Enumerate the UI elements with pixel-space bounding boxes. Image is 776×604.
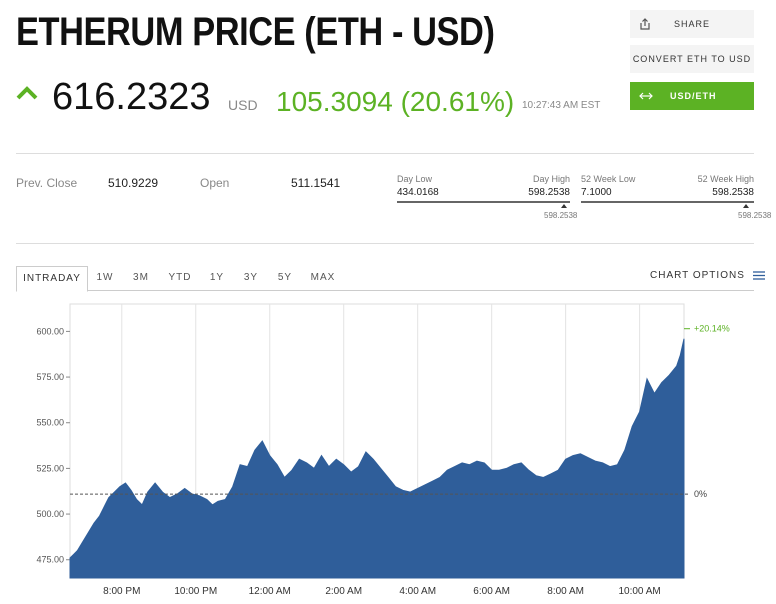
open-value: 511.1541	[291, 176, 341, 190]
usd-eth-label: USD/ETH	[670, 91, 717, 101]
zero-percent-label: 0%	[694, 489, 707, 499]
intraday-price-chart[interactable]: 8:00 PM 10:00 PM 12:00 AM 2:00 AM 4:00 AM 6:0…	[0, 296, 776, 604]
y-tick-label: 575.00	[36, 372, 64, 382]
share-icon	[640, 18, 650, 30]
day-range-marker-value: 598.2538	[544, 211, 578, 220]
x-tick-label: 8:00 AM	[547, 586, 584, 597]
x-tick-label: 10:00 AM	[618, 586, 660, 597]
prev-close-value: 510.9229	[108, 176, 159, 190]
tab-1y[interactable]: 1Y	[209, 272, 225, 283]
timeframe-tabs: INTRADAY 1W 3M YTD 1Y 3Y 5Y MAX	[16, 266, 356, 292]
week-range-bar	[581, 201, 754, 203]
share-label: SHARE	[674, 19, 711, 29]
chart-options-button[interactable]: CHART OPTIONS	[650, 270, 765, 281]
y-tick-label: 500.00	[36, 509, 64, 519]
tab-3m[interactable]: 3M	[133, 272, 149, 283]
tab-max[interactable]: MAX	[310, 272, 336, 283]
tab-ytd[interactable]: YTD	[168, 272, 192, 283]
y-tick-label: 475.00	[36, 555, 64, 565]
y-tick-label: 550.00	[36, 418, 64, 428]
tab-3y[interactable]: 3Y	[243, 272, 259, 283]
day-low-value: 434.0168	[397, 187, 439, 198]
x-tick-label: 2:00 AM	[325, 586, 362, 597]
open-label: Open	[200, 176, 230, 190]
x-tick-label: 4:00 AM	[399, 586, 436, 597]
header-divider	[16, 153, 754, 154]
tab-5y[interactable]: 5Y	[277, 272, 293, 283]
week-high-value: 598.2538	[712, 187, 754, 198]
day-range-marker	[561, 204, 567, 208]
convert-eth-to-usd-button[interactable]: CONVERT ETH TO USD	[630, 45, 754, 73]
price-change: 105.3094 (20.61%)	[276, 86, 515, 117]
week-low-value: 7.1000	[581, 187, 612, 198]
x-tick-label: 12:00 AM	[249, 586, 291, 597]
day-low-label: Day Low	[397, 174, 433, 184]
swap-arrows-icon	[639, 92, 653, 100]
usd-eth-toggle-button[interactable]: USD/ETH	[630, 82, 754, 110]
stats-divider	[16, 243, 754, 244]
chart-options-label: CHART OPTIONS	[650, 270, 745, 281]
day-range-bar	[397, 201, 570, 203]
x-tick-label: 8:00 PM	[103, 586, 140, 597]
end-change-label: +20.14%	[694, 324, 730, 334]
price-area	[69, 338, 685, 579]
y-tick-label: 525.00	[36, 463, 64, 473]
x-tick-label: 6:00 AM	[473, 586, 510, 597]
week-high-label: 52 Week High	[697, 174, 754, 184]
tab-1w[interactable]: 1W	[96, 272, 114, 283]
tab-intraday[interactable]: INTRADAY	[16, 266, 88, 292]
tab-bar-baseline	[16, 290, 754, 291]
prev-close-label: Prev. Close	[16, 176, 78, 190]
page-title: ETHERUM PRICE (ETH - USD)	[16, 10, 495, 54]
price-timestamp: 10:27:43 AM EST	[522, 100, 601, 111]
day-high-label: Day High	[532, 174, 570, 184]
convert-label: CONVERT ETH TO USD	[632, 54, 752, 64]
x-tick-label: 10:00 PM	[174, 586, 217, 597]
hamburger-menu-icon	[752, 271, 765, 280]
day-high-value: 598.2538	[528, 187, 570, 198]
up-arrow-icon	[16, 86, 38, 100]
current-price: 616.2323	[52, 76, 211, 118]
price-currency: USD	[228, 97, 258, 113]
week-low-label: 52 Week Low	[581, 174, 636, 184]
share-button[interactable]: SHARE	[630, 10, 754, 38]
week-range-marker-value: 598.2538	[738, 211, 772, 220]
week-range-marker	[743, 204, 749, 208]
y-tick-label: 600.00	[36, 326, 64, 336]
